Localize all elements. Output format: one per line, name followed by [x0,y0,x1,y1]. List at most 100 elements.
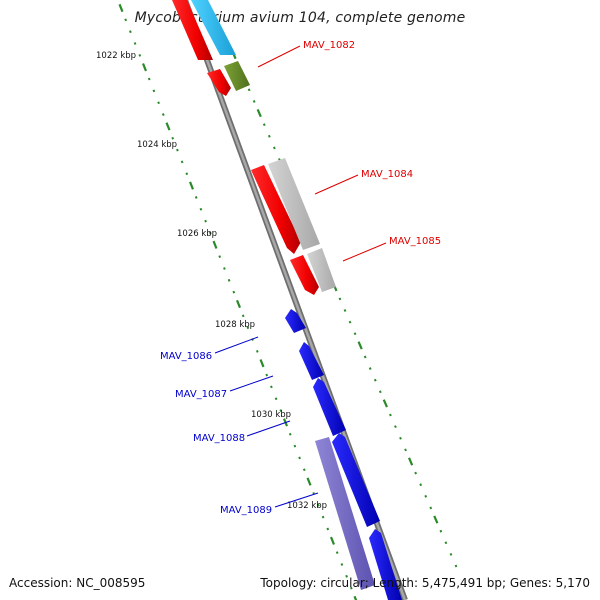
major-tick [165,122,171,131]
gene-feature-olive[interactable] [224,61,250,91]
label-line-MAV_1088 [246,420,291,437]
minor-tick [218,255,222,259]
minor-tick [199,207,203,211]
major-tick [189,181,194,190]
gene-feature-red-MAV_1084[interactable] [251,165,301,254]
gene-label-MAV_1084[interactable]: MAV_1084 [361,169,413,180]
minor-tick [176,148,179,152]
minor-tick [404,448,407,452]
gene-feature-gray-MAV_1085[interactable] [307,248,336,292]
gene-feature-blue-bottom[interactable] [369,529,402,600]
gene-label-MAV_1089[interactable]: MAV_1089 [220,505,272,516]
gene-feature-red-small[interactable] [207,69,231,96]
gene-feature-cyan-top[interactable] [191,0,236,55]
minor-tick [343,309,347,312]
minor-tick [288,432,292,436]
major-tick [236,299,241,309]
minor-tick [279,409,283,412]
minor-tick [194,196,198,199]
scale-ticks-left [118,3,358,600]
minor-tick [363,355,367,359]
minor-tick [138,53,142,57]
gene-label-MAV_1082[interactable]: MAV_1082 [303,40,355,51]
kbp-label-1028: 1028 kbp [215,320,255,330]
major-tick [407,457,414,466]
minor-tick [274,397,278,401]
minor-tick [246,326,250,330]
gene-label-MAV_1086[interactable]: MAV_1086 [160,351,212,362]
minor-tick [424,494,428,498]
minor-tick [399,436,402,440]
gene-label-MAV_1087[interactable]: MAV_1087 [175,389,227,400]
minor-tick [247,88,251,92]
major-tick [382,399,388,408]
major-tick [259,359,265,368]
minor-tick [252,100,256,103]
minor-tick [454,564,458,568]
gene-label-MAV_1085[interactable]: MAV_1085 [389,236,441,247]
minor-tick [345,574,348,578]
gene-feature-purple[interactable] [315,437,375,590]
major-tick [357,341,363,350]
label-line-MAV_1086 [214,336,259,354]
major-tick [142,63,147,72]
minor-tick [204,219,207,223]
kbp-label-1030: 1030 kbp [251,410,291,420]
kbp-label-1024: 1024 kbp [137,140,177,150]
minor-tick [317,503,320,507]
minor-tick [449,552,453,556]
gene-feature-red-top[interactable] [172,0,213,60]
minor-tick [241,314,245,318]
minor-tick [273,146,276,150]
minor-tick [378,390,382,394]
kbp-label-1026: 1026 kbp [177,229,217,239]
gene-feature-gray-MAV_1084[interactable] [268,158,320,250]
label-line-MAV_1084 [314,174,359,195]
minor-tick [338,297,342,301]
minor-tick [302,468,306,472]
gene-feature-red-MAV_1085[interactable] [290,255,319,295]
minor-tick [223,267,226,270]
gene-label-MAV_1088[interactable]: MAV_1088 [193,433,245,444]
minor-tick [335,551,339,555]
minor-tick [321,515,325,519]
minor-tick [157,101,160,105]
minor-tick [439,529,443,533]
minor-tick [185,172,189,176]
label-line-MAV_1082 [257,45,301,68]
minor-tick [161,113,165,116]
minor-tick [270,385,273,389]
kbp-label-1022: 1022 kbp [96,51,136,61]
minor-tick [133,42,137,45]
minor-tick [293,444,297,448]
label-line-MAV_1085 [342,242,387,262]
minor-tick [326,527,330,531]
major-tick [330,536,335,545]
minor-tick [265,373,269,377]
gene-feature-MAV_1087[interactable] [299,342,324,380]
minor-tick [262,123,266,127]
minor-tick [208,231,212,235]
minor-tick [152,89,156,93]
minor-tick [227,278,231,282]
major-tick [353,595,358,600]
minor-tick [368,367,372,370]
minor-tick [429,506,433,510]
gene-feature-MAV_1088[interactable] [313,378,346,436]
minor-tick [348,320,352,324]
major-tick [433,515,439,524]
minor-tick [232,290,236,294]
genome-summary-text: Topology: circular; Length: 5,475,491 bp… [260,576,590,590]
minor-tick [180,160,184,164]
minor-tick [349,586,353,590]
major-tick [212,240,218,249]
minor-tick [340,563,344,566]
minor-tick [373,378,377,382]
minor-tick [353,332,357,336]
minor-tick [389,413,392,417]
kbp-label-1032: 1032 kbp [287,501,327,511]
minor-tick [267,134,271,138]
gene-feature-MAV_1086[interactable] [285,309,306,333]
minor-tick [129,30,132,34]
gene-feature-MAV_1089[interactable] [332,433,380,527]
